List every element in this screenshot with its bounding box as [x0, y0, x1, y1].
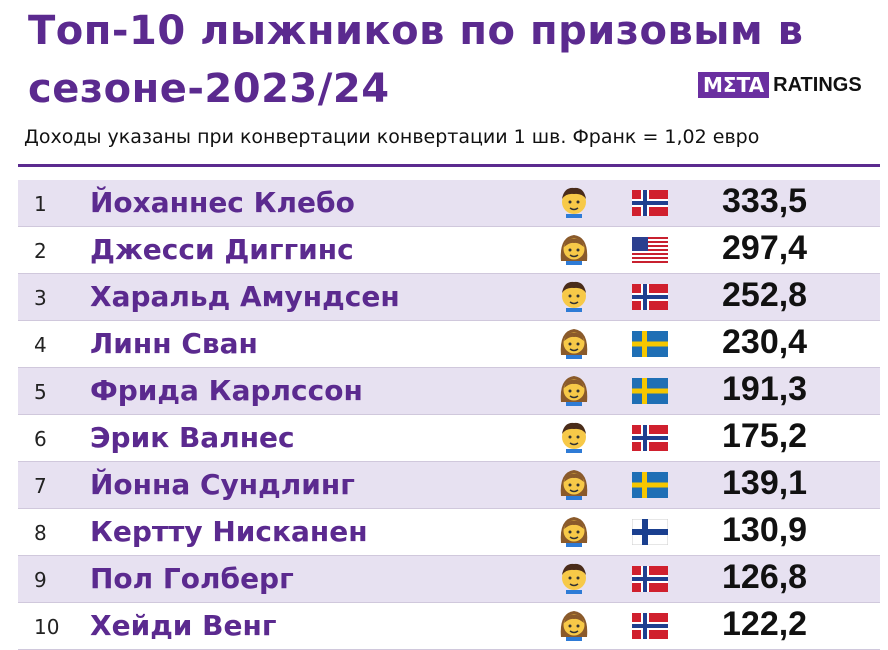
country-flag	[632, 284, 668, 310]
name: Кертту Нисканен	[90, 515, 368, 548]
prize-value: 122,2	[722, 605, 808, 643]
gender-icon	[562, 422, 586, 453]
gender-icon	[560, 611, 588, 641]
country-flag	[632, 331, 668, 357]
country-flag	[632, 519, 668, 545]
gender-icon	[560, 517, 588, 547]
rank: 8	[34, 521, 47, 545]
logo: MΣTA RATINGS	[698, 72, 862, 98]
country-flag	[632, 472, 668, 498]
table-row: 3 Харальд Амундсен 252,8	[18, 274, 880, 321]
name: Линн Сван	[90, 327, 258, 360]
name: Джесси Диггинс	[90, 233, 354, 266]
gender-icon	[562, 281, 586, 312]
prize-value: 297,4	[722, 229, 808, 267]
gender-icon	[560, 376, 588, 406]
table-row: 2 Джесси Диггинс 297,4	[18, 227, 880, 274]
name: Пол Голберг	[90, 562, 294, 595]
table-row: 9 Пол Голберг 126,8	[18, 556, 880, 603]
rank: 4	[34, 333, 47, 357]
prize-value: 333,5	[722, 182, 808, 220]
prize-value: 230,4	[722, 323, 808, 361]
prize-value: 139,1	[722, 464, 808, 502]
rank: 1	[34, 192, 47, 216]
gender-icon	[562, 563, 586, 594]
prize-value: 175,2	[722, 417, 808, 455]
table-row: 5 Фрида Карлссон 191,3	[18, 368, 880, 415]
divider	[18, 164, 880, 167]
table-row: 8 Кертту Нисканен 130,9	[18, 509, 880, 556]
gender-icon	[560, 329, 588, 359]
gender-icon	[560, 235, 588, 265]
rank: 6	[34, 427, 47, 451]
rank: 7	[34, 474, 47, 498]
prize-value: 126,8	[722, 558, 808, 596]
table-row: 6 Эрик Валнес 175,2	[18, 415, 880, 462]
name: Эрик Валнес	[90, 421, 295, 454]
logo-right: RATINGS	[773, 73, 862, 96]
name: Харальд Амундсен	[90, 280, 400, 313]
country-flag	[632, 237, 668, 263]
rank: 5	[34, 380, 47, 404]
title-line: Топ-10 лыжников по призовым в	[28, 8, 804, 54]
gender-icon	[560, 470, 588, 500]
gender-icon	[562, 187, 586, 218]
country-flag	[632, 425, 668, 451]
table: 1 Йоханнес Клебо 333,5 2 Джесси Диггинс 297,4…	[18, 180, 880, 650]
country-flag	[632, 566, 668, 592]
rank: 3	[34, 286, 47, 310]
name: Йонна Сундлинг	[90, 468, 355, 501]
logo-left: MΣTA	[698, 72, 770, 98]
title-line: сезоне-2023/24	[28, 66, 390, 112]
name: Йоханнес Клебо	[90, 186, 355, 219]
subtitle: Доходы указаны при конвертации конвертац…	[24, 126, 760, 148]
name: Хейди Венг	[90, 609, 277, 642]
country-flag	[632, 613, 668, 639]
country-flag	[632, 190, 668, 216]
table-row: 4 Линн Сван 230,4	[18, 321, 880, 368]
table-row: 7 Йонна Сундлинг 139,1	[18, 462, 880, 509]
rank: 10	[34, 615, 60, 639]
name: Фрида Карлссон	[90, 374, 363, 407]
prize-value: 191,3	[722, 370, 808, 408]
rank: 9	[34, 568, 47, 592]
table-row: 10 Хейди Венг 122,2	[18, 603, 880, 650]
country-flag	[632, 378, 668, 404]
rank: 2	[34, 239, 47, 263]
table-row: 1 Йоханнес Клебо 333,5	[18, 180, 880, 227]
prize-value: 130,9	[722, 511, 808, 549]
prize-value: 252,8	[722, 276, 808, 314]
